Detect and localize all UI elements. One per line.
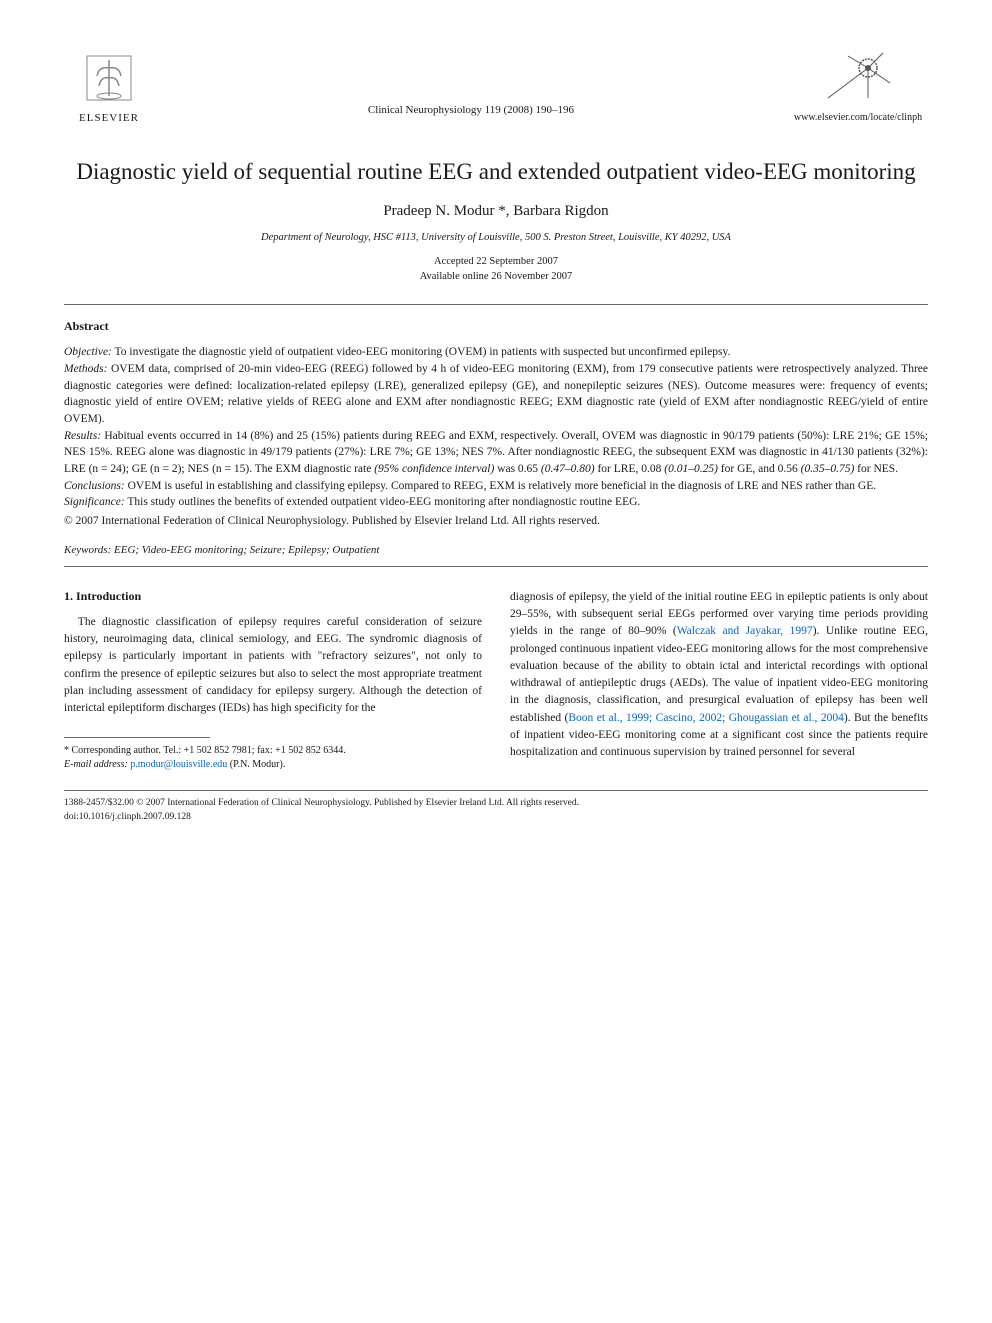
significance-text: This study outlines the benefits of exte… — [125, 496, 641, 508]
footnote-rule — [64, 737, 210, 738]
elsevier-tree-icon — [79, 48, 139, 108]
ci1: (0.47–0.80) — [541, 463, 595, 475]
abstract-conclusions: Conclusions: OVEM is useful in establish… — [64, 478, 928, 495]
conclusions-label: Conclusions: — [64, 480, 125, 492]
online-date: Available online 26 November 2007 — [64, 270, 928, 285]
page-footer: 1388-2457/$32.00 © 2007 International Fe… — [64, 797, 928, 824]
results-text-b: was 0.65 — [494, 463, 541, 475]
corresponding-author-footnote: * Corresponding author. Tel.: +1 502 852… — [64, 744, 482, 772]
authors: Pradeep N. Modur *, Barbara Rigdon — [64, 203, 928, 220]
ci3: (0.35–0.75) — [801, 463, 855, 475]
journal-header: ELSEVIER Clinical Neurophysiology 119 (2… — [64, 48, 928, 124]
significance-label: Significance: — [64, 496, 125, 508]
accepted-date: Accepted 22 September 2007 — [64, 255, 928, 270]
section-1-heading: 1. Introduction — [64, 589, 482, 604]
left-column: 1. Introduction The diagnostic classific… — [64, 589, 482, 773]
abstract-body: Objective: To investigate the diagnostic… — [64, 344, 928, 529]
results-text-e: for NES. — [854, 463, 898, 475]
footer-copyright: 1388-2457/$32.00 © 2007 International Fe… — [64, 797, 928, 810]
conclusions-text: OVEM is useful in establishing and class… — [125, 480, 876, 492]
results-text-d: for GE, and 0.56 — [718, 463, 801, 475]
abstract-heading: Abstract — [64, 319, 928, 334]
publisher-name: ELSEVIER — [79, 112, 139, 124]
footnote-corr: Corresponding author. Tel.: +1 502 852 7… — [69, 745, 346, 756]
col2-text-b: ). Unlike routine EEG, prolonged continu… — [510, 625, 928, 723]
intro-para-right: diagnosis of epilepsy, the yield of the … — [510, 589, 928, 762]
article-title: Diagnostic yield of sequential routine E… — [64, 156, 928, 187]
keywords-text: EEG; Video-EEG monitoring; Seizure; Epil… — [111, 544, 379, 556]
abstract-bottom-rule — [64, 566, 928, 567]
journal-logo-block: www.elsevier.com/locate/clinph — [788, 48, 928, 123]
right-column: diagnosis of epilepsy, the yield of the … — [510, 589, 928, 773]
main-body-columns: 1. Introduction The diagnostic classific… — [64, 589, 928, 773]
methods-label: Methods: — [64, 363, 107, 375]
abstract-methods: Methods: OVEM data, comprised of 20-min … — [64, 361, 928, 428]
intro-para-left: The diagnostic classification of epileps… — [64, 614, 482, 718]
footnote-email-label: E-mail address: — [64, 759, 128, 770]
results-text-c: for LRE, 0.08 — [595, 463, 665, 475]
neurophysiology-logo-icon — [818, 48, 898, 108]
ref-walczak[interactable]: Walczak and Jayakar, 1997 — [677, 625, 813, 637]
abstract-significance: Significance: This study outlines the be… — [64, 494, 928, 511]
footer-doi: doi:10.1016/j.clinph.2007.09.128 — [64, 811, 928, 824]
objective-text: To investigate the diagnostic yield of o… — [112, 346, 730, 358]
results-label: Results: — [64, 430, 101, 442]
publisher-logo-block: ELSEVIER — [64, 48, 154, 124]
ref-boon-cascino[interactable]: Boon et al., 1999; Cascino, 2002; Ghouga… — [568, 712, 843, 724]
keywords-label: Keywords: — [64, 544, 111, 556]
journal-url[interactable]: www.elsevier.com/locate/clinph — [794, 112, 922, 123]
abstract-results: Results: Habitual events occurred in 14 … — [64, 428, 928, 478]
abstract-objective: Objective: To investigate the diagnostic… — [64, 344, 928, 361]
footnote-email[interactable]: p.modur@louisville.edu — [128, 759, 227, 770]
abstract-copyright: © 2007 International Federation of Clini… — [64, 513, 928, 530]
methods-text: OVEM data, comprised of 20-min video-EEG… — [64, 363, 928, 425]
footer-rule — [64, 790, 928, 791]
objective-label: Objective: — [64, 346, 112, 358]
keywords-line: Keywords: EEG; Video-EEG monitoring; Sei… — [64, 544, 928, 556]
ci-label: (95% confidence interval) — [374, 463, 494, 475]
ci2: (0.01–0.25) — [664, 463, 718, 475]
footnote-name: (P.N. Modur). — [227, 759, 285, 770]
journal-citation: Clinical Neurophysiology 119 (2008) 190–… — [154, 48, 788, 116]
publication-dates: Accepted 22 September 2007 Available onl… — [64, 255, 928, 284]
affiliation: Department of Neurology, HSC #113, Unive… — [64, 232, 928, 243]
abstract-top-rule — [64, 304, 928, 305]
